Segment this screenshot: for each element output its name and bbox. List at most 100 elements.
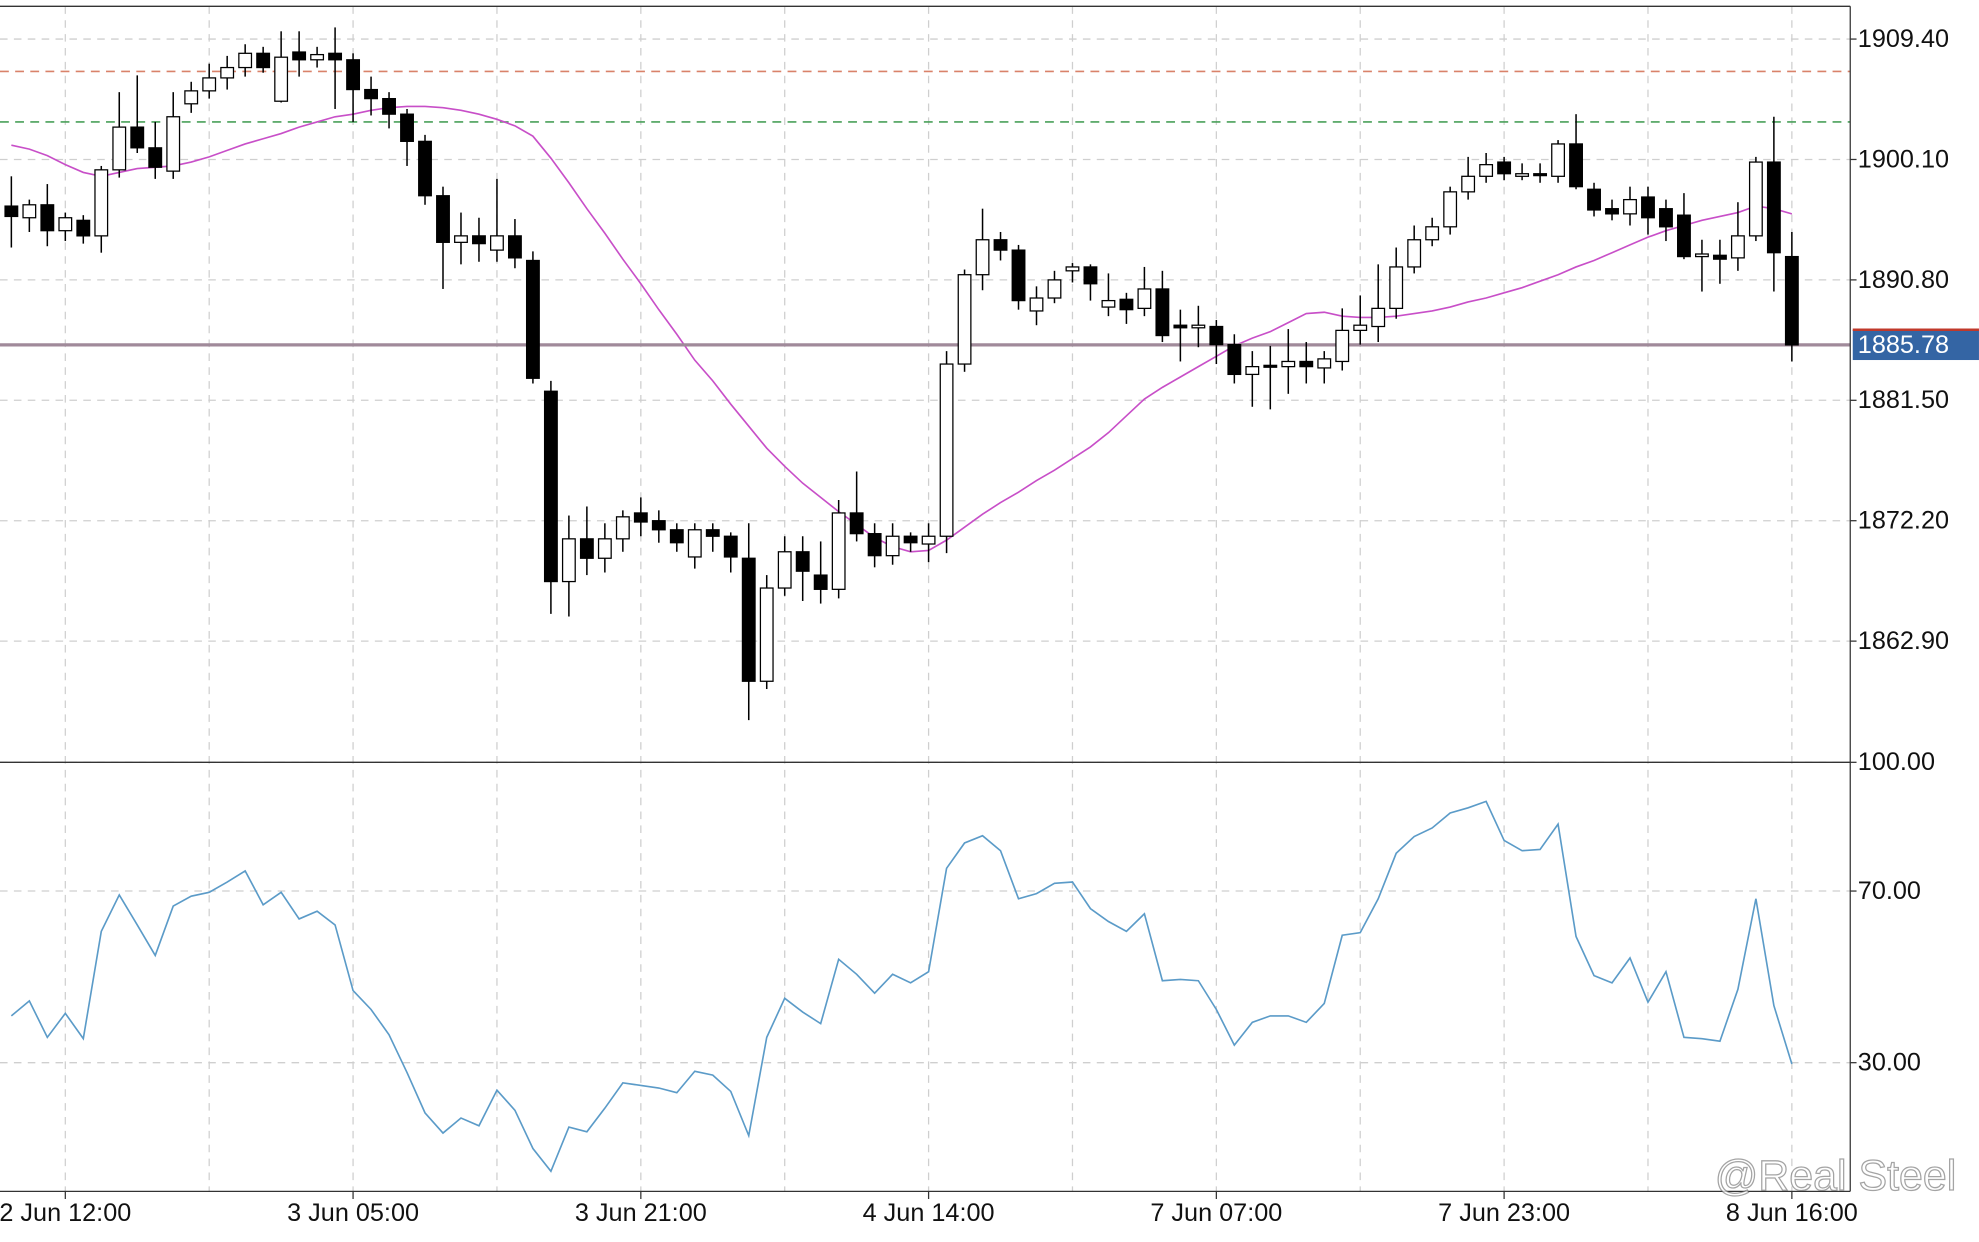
y-tick-label: 1862.90: [1858, 627, 1949, 655]
candle-body: [993, 239, 1008, 251]
candle-body: [795, 551, 810, 572]
candle-body: [579, 538, 594, 559]
candle-body: [364, 88, 378, 100]
candle-body: [1353, 324, 1368, 332]
candle-body: [507, 235, 522, 259]
candle-body: [759, 587, 774, 682]
candle-body: [166, 116, 181, 172]
candle-body: [1479, 164, 1494, 177]
candle-body: [687, 529, 702, 558]
candle-body: [256, 52, 271, 69]
candle-body: [831, 512, 846, 590]
candle-body: [939, 363, 954, 537]
candle-body: [1641, 196, 1655, 219]
candle-body: [1155, 288, 1170, 337]
candle-body: [1569, 143, 1583, 188]
candle-body: [112, 126, 127, 171]
candle-body: [975, 239, 990, 276]
candle-body: [1047, 279, 1062, 299]
y-tick-label: 1890.80: [1858, 266, 1949, 294]
y-tick-label: 100.00: [1858, 748, 1935, 776]
candle-body: [1497, 161, 1512, 175]
candle-body: [903, 535, 918, 544]
y-tick-label: 70.00: [1858, 877, 1921, 905]
candle-body: [669, 529, 684, 544]
candle-body: [1551, 143, 1566, 177]
candle-body: [1191, 324, 1206, 329]
candle-body: [1748, 161, 1763, 237]
candle-body: [1533, 173, 1548, 177]
candle-body: [1173, 324, 1188, 329]
candle-body: [1209, 325, 1224, 346]
candle-body: [1515, 173, 1530, 177]
candle-body: [1083, 266, 1098, 285]
candle-body: [705, 529, 720, 537]
x-tick-label: 3 Jun 21:00: [575, 1199, 707, 1227]
candle-body: [543, 390, 558, 583]
candle-body: [1389, 266, 1404, 310]
candle-body: [813, 574, 828, 590]
candle-body: [328, 52, 343, 61]
candle-body: [1605, 208, 1619, 215]
candle-body: [58, 217, 73, 232]
candle-body: [184, 90, 199, 105]
candle-body: [292, 51, 307, 61]
x-tick-label: 2 Jun 12:00: [0, 1199, 131, 1227]
y-tick-label: 1872.20: [1858, 507, 1949, 535]
x-tick-label: 7 Jun 23:00: [1438, 1199, 1570, 1227]
candle-body: [76, 219, 91, 237]
candle-body: [1659, 208, 1673, 228]
candle-body: [1317, 358, 1332, 369]
candle-body: [1623, 198, 1637, 215]
candle-body: [1119, 298, 1134, 311]
candle-body: [777, 551, 792, 589]
candle-body: [346, 59, 361, 91]
candle-body: [1461, 175, 1476, 193]
candle-body: [921, 535, 936, 545]
candle-body: [1065, 266, 1080, 272]
candle-body: [1281, 360, 1296, 368]
x-tick-label: 8 Jun 16:00: [1726, 1199, 1858, 1227]
candle-body: [615, 516, 630, 540]
candle-body: [1335, 329, 1350, 363]
candle-body: [274, 56, 289, 102]
x-tick-label: 4 Jun 14:00: [863, 1199, 995, 1227]
candle-body: [741, 557, 756, 682]
candle-body: [238, 52, 253, 69]
candle-body: [22, 204, 37, 219]
candle-body: [1695, 253, 1709, 258]
candle-body: [1677, 214, 1691, 258]
candle-body: [957, 274, 972, 365]
candle-body: [454, 235, 468, 243]
watermark: @Real Steel: [1715, 1152, 1957, 1200]
candle-body: [1766, 161, 1781, 254]
candle-body: [1712, 254, 1727, 260]
candle-body: [202, 77, 217, 92]
candle-body: [1263, 364, 1278, 368]
candle-body: [418, 140, 432, 197]
candle-body: [220, 66, 235, 79]
candle-body: [130, 126, 145, 149]
candle-body: [1784, 255, 1799, 346]
candle-body: [1011, 249, 1026, 302]
candle-body: [436, 195, 450, 243]
candle-body: [1425, 226, 1440, 241]
rsi-line: [10, 800, 1793, 1173]
candle-body: [4, 205, 19, 218]
candle-body: [651, 520, 666, 531]
candle-body: [1101, 299, 1116, 308]
candle-body: [94, 169, 109, 237]
candle-body: [1407, 239, 1422, 268]
y-tick-label: 30.00: [1858, 1049, 1921, 1077]
candle-body: [1371, 307, 1386, 328]
candle-body: [40, 204, 55, 232]
candle-body: [382, 97, 396, 115]
candle-body: [561, 538, 576, 583]
candle-body: [310, 53, 325, 61]
y-tick-label: 1881.50: [1858, 386, 1949, 414]
candle-body: [867, 533, 882, 557]
candle-body: [1245, 366, 1260, 376]
